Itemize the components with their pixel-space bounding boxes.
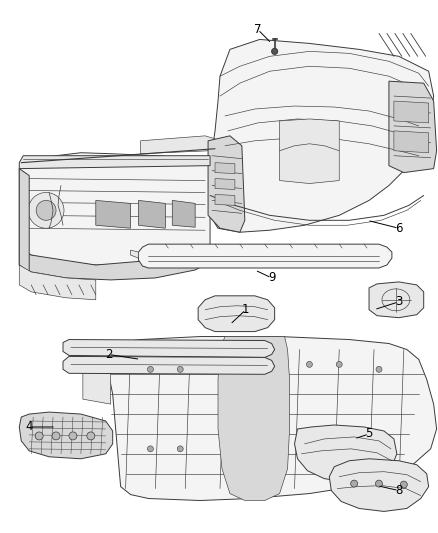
- Polygon shape: [95, 200, 130, 228]
- Polygon shape: [208, 39, 433, 232]
- Polygon shape: [63, 357, 274, 374]
- Polygon shape: [19, 156, 209, 168]
- Circle shape: [375, 366, 381, 373]
- Polygon shape: [83, 336, 436, 500]
- Text: 6: 6: [394, 222, 402, 235]
- Circle shape: [271, 49, 277, 54]
- Polygon shape: [215, 179, 234, 190]
- Circle shape: [36, 200, 56, 220]
- Polygon shape: [138, 244, 391, 268]
- Polygon shape: [388, 81, 436, 173]
- Circle shape: [336, 441, 342, 447]
- Text: 2: 2: [105, 348, 112, 361]
- Circle shape: [69, 432, 77, 440]
- Text: 1: 1: [241, 303, 249, 316]
- Polygon shape: [328, 459, 427, 512]
- Text: 5: 5: [364, 427, 372, 440]
- Circle shape: [87, 432, 95, 440]
- Text: 9: 9: [267, 271, 275, 285]
- Circle shape: [399, 481, 406, 488]
- Circle shape: [28, 192, 64, 228]
- Text: 8: 8: [394, 484, 402, 497]
- Circle shape: [52, 432, 60, 440]
- Circle shape: [375, 446, 381, 452]
- Polygon shape: [294, 425, 396, 482]
- Polygon shape: [279, 119, 339, 183]
- Polygon shape: [130, 250, 138, 258]
- Polygon shape: [218, 336, 289, 500]
- Circle shape: [35, 432, 43, 440]
- Text: 7: 7: [254, 23, 261, 36]
- Polygon shape: [63, 340, 274, 358]
- Polygon shape: [208, 136, 244, 232]
- Polygon shape: [19, 412, 113, 459]
- Polygon shape: [172, 200, 195, 227]
- Polygon shape: [19, 168, 29, 272]
- Text: 4: 4: [25, 421, 33, 433]
- Polygon shape: [19, 265, 95, 300]
- Polygon shape: [368, 282, 423, 318]
- Circle shape: [306, 441, 312, 447]
- Text: 3: 3: [394, 295, 402, 308]
- Circle shape: [177, 366, 183, 373]
- Polygon shape: [19, 153, 209, 265]
- Polygon shape: [393, 131, 427, 153]
- Polygon shape: [393, 101, 427, 123]
- Polygon shape: [140, 136, 215, 154]
- Circle shape: [336, 361, 342, 367]
- Circle shape: [177, 446, 183, 452]
- Polygon shape: [83, 351, 110, 404]
- Circle shape: [147, 366, 153, 373]
- Polygon shape: [215, 163, 234, 174]
- Polygon shape: [198, 296, 274, 332]
- Circle shape: [350, 480, 357, 487]
- Circle shape: [306, 361, 312, 367]
- Polygon shape: [138, 200, 165, 228]
- Polygon shape: [19, 245, 209, 280]
- Polygon shape: [215, 195, 234, 205]
- Circle shape: [147, 446, 153, 452]
- Circle shape: [374, 480, 381, 487]
